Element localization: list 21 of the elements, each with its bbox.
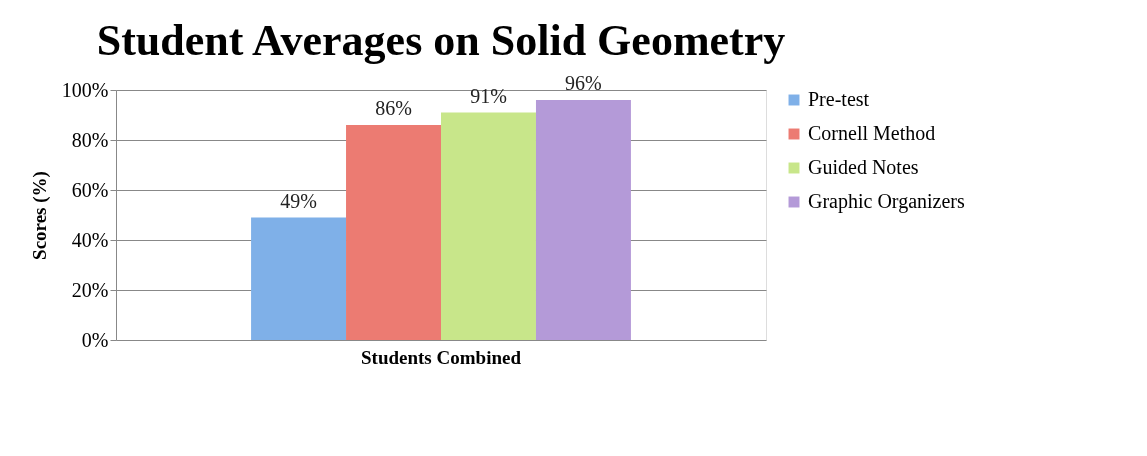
data-label: 96% (565, 72, 602, 94)
bar (441, 112, 536, 340)
data-label: 49% (280, 189, 317, 212)
chart-title: Student Averages on Solid Geometry (96, 16, 786, 65)
y-tick-label: 0% (81, 328, 109, 351)
y-tick-label: 100% (61, 78, 109, 101)
data-label: 91% (470, 84, 507, 107)
bar (535, 100, 631, 340)
bar (251, 217, 347, 340)
y-tick-label: 40% (71, 228, 109, 251)
y-axis-title: Scores (%) (28, 171, 51, 260)
legend-label: Graphic Organizers (808, 190, 965, 213)
y-tick-label: 20% (71, 278, 109, 301)
y-tick-label: 60% (71, 178, 109, 201)
x-tick-label: Students Combined (361, 346, 522, 368)
data-label: 86% (375, 97, 412, 119)
bar (346, 125, 441, 340)
legend-label: Guided Notes (808, 156, 919, 178)
y-tick-label: 80% (71, 128, 109, 151)
legend-label: Cornell Method (808, 122, 936, 144)
legend-label: Pre-test (808, 88, 870, 110)
